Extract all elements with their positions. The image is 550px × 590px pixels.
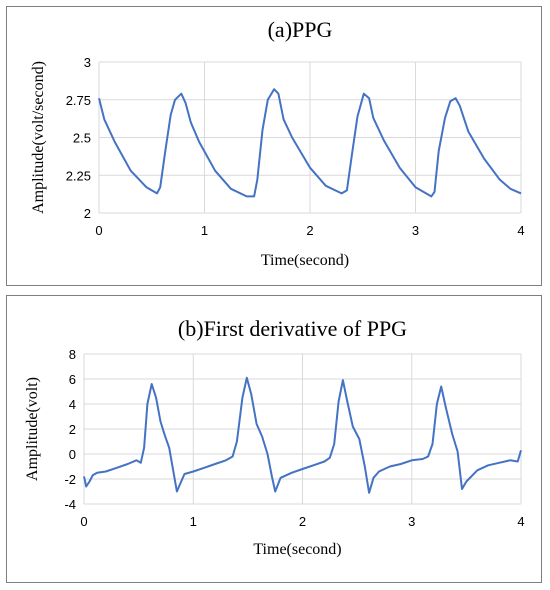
dppg-y-tick-label: 6 xyxy=(69,372,76,387)
dppg-x-tick-label: 4 xyxy=(517,514,524,529)
ppg-x-tick-label: 3 xyxy=(412,223,419,238)
ppg-x-tick-label: 1 xyxy=(201,223,208,238)
dppg-x-tick-label: 3 xyxy=(408,514,415,529)
dppg-y-tick-label: -2 xyxy=(64,472,76,487)
dppg-x-tick-label: 0 xyxy=(80,514,87,529)
dppg-x-axis-label: Time(second) xyxy=(253,541,341,558)
dppg-y-tick-label: 0 xyxy=(69,447,76,462)
ppg-y-tick-label: 2.25 xyxy=(66,168,91,183)
ppg-y-tick-label: 2.5 xyxy=(73,131,91,146)
ppg-x-tick-label: 4 xyxy=(517,223,524,238)
ppg-y-tick-label: 3 xyxy=(84,55,91,70)
dppg-series-line xyxy=(83,376,522,494)
ppg-chart-panel: (a)PPG 2 2.25 2.5 2.75 3 0 1 2 3 4 Time(second) Ampl… xyxy=(6,6,542,286)
ppg-y-tick-label: 2.75 xyxy=(66,93,91,108)
dppg-y-tick-label: 4 xyxy=(69,397,76,412)
dppg-y-tick-label: -4 xyxy=(64,497,76,512)
dppg-y-tick-label: 2 xyxy=(69,422,76,437)
ppg-chart: (a)PPG 2 2.25 2.5 2.75 3 0 1 2 3 4 Time(second) Ampl… xyxy=(30,17,525,269)
ppg-x-tick-label: 2 xyxy=(306,223,313,238)
ppg-x-tick-label: 0 xyxy=(95,223,102,238)
dppg-x-tick-label: 1 xyxy=(190,514,197,529)
ppg-y-axis-label: Amplitude(volt/second) xyxy=(30,61,47,214)
ppg-y-tick-label: 2 xyxy=(84,206,91,221)
dppg-x-tick-label: 2 xyxy=(299,514,306,529)
ppg-derivative-chart: (b)First derivative of PPG -4 -2 0 2 4 6 8 0 1 2 3 4… xyxy=(24,316,525,558)
ppg-derivative-chart-panel: (b)First derivative of PPG -4 -2 0 2 4 6 8 0 1 2 3 4… xyxy=(6,295,542,583)
ppg-series-line xyxy=(98,88,522,198)
ppg-chart-title: (a)PPG xyxy=(268,17,333,42)
dppg-y-axis-label: Amplitude(volt) xyxy=(24,377,41,481)
dppg-chart-title: (b)First derivative of PPG xyxy=(178,316,407,341)
ppg-x-axis-label: Time(second) xyxy=(261,252,349,269)
dppg-y-tick-label: 8 xyxy=(69,347,76,362)
